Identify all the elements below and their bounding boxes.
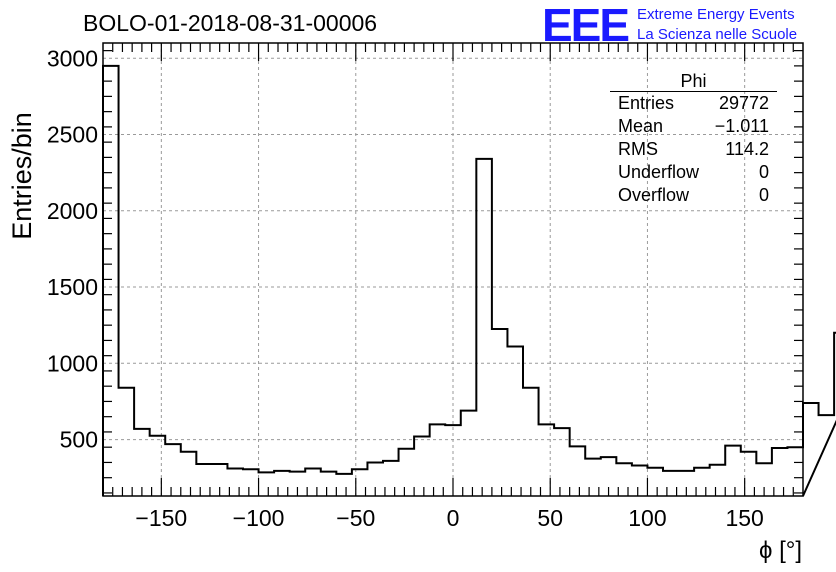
stats-row-overflow: Overflow 0 xyxy=(610,184,777,207)
stats-value: 114.2 xyxy=(725,139,769,159)
stats-row-mean: Mean −1.011 xyxy=(610,115,777,138)
x-tick-label: 0 xyxy=(447,505,460,531)
axis-ticks xyxy=(103,43,803,496)
y-axis-title: Entries/bin xyxy=(7,112,37,240)
x-tick-label: 50 xyxy=(537,505,563,531)
y-tick-label: 500 xyxy=(60,427,98,453)
x-tick-labels: −150 −100 −50 0 50 100 150 xyxy=(135,505,763,531)
plot-title: BOLO-01-2018-08-31-00006 xyxy=(83,10,378,36)
stats-value: 0 xyxy=(758,162,769,182)
stats-label: RMS xyxy=(618,139,658,159)
logo-line-2: La Scienza nelle Scuole xyxy=(637,26,798,43)
y-tick-label: 1000 xyxy=(47,350,98,376)
stats-value: 0 xyxy=(758,185,769,205)
x-tick-label: 100 xyxy=(628,505,666,531)
y-tick-label: 2000 xyxy=(47,198,98,224)
stats-value: −1.011 xyxy=(714,116,769,136)
eee-logo-mark: EEE xyxy=(542,0,630,51)
x-tick-label: 150 xyxy=(725,505,763,531)
y-tick-label: 1500 xyxy=(47,274,98,300)
stats-label: Mean xyxy=(618,116,664,136)
stats-label: Underflow xyxy=(618,162,700,182)
stats-row-underflow: Underflow 0 xyxy=(610,161,777,184)
x-axis-title: ϕ [°] xyxy=(759,537,802,564)
stats-row-entries: Entries 29772 xyxy=(610,92,777,115)
stats-title: Phi xyxy=(610,71,777,92)
x-tick-label: −100 xyxy=(233,505,285,531)
x-tick-label: −150 xyxy=(135,505,187,531)
y-tick-label: 2500 xyxy=(47,122,98,148)
stats-row-rms: RMS 114.2 xyxy=(610,138,777,161)
stats-label: Entries xyxy=(618,93,675,113)
histogram-series-phi xyxy=(102,64,836,497)
x-tick-label: −50 xyxy=(336,505,375,531)
y-tick-labels: 500 1000 1500 2000 2500 3000 xyxy=(47,45,98,452)
stats-label: Overflow xyxy=(618,185,690,205)
logo-line-1: Extreme Energy Events xyxy=(637,6,795,23)
stats-value: 29772 xyxy=(718,93,769,113)
stats-box: Phi Entries 29772 Mean −1.011 RMS 114.2 … xyxy=(610,71,777,207)
y-tick-label: 3000 xyxy=(47,45,98,71)
